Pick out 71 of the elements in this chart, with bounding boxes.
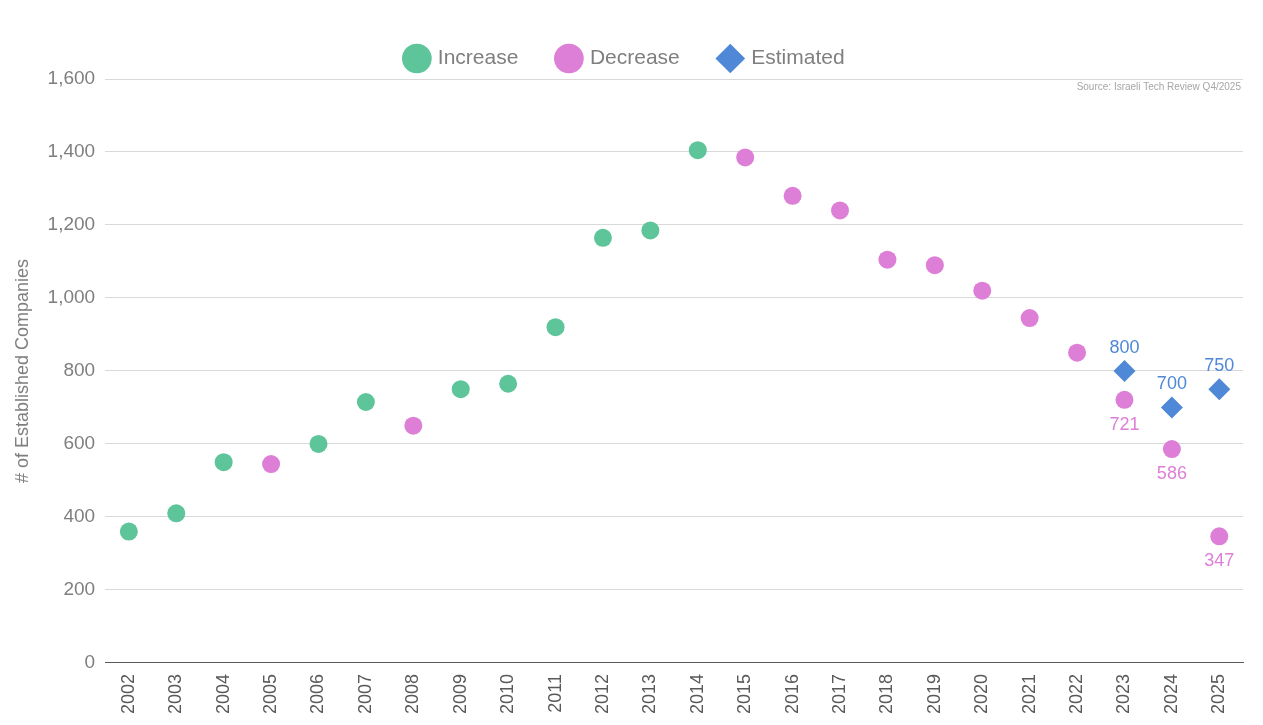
x-tick-label: 2020 (971, 673, 992, 714)
point (925, 256, 944, 275)
point (878, 250, 897, 269)
legend-label: Estimated (751, 45, 845, 69)
x-tick-label: 2013 (639, 673, 660, 714)
x-tick-label: 2010 (497, 673, 518, 714)
x-tick-label: 2021 (1018, 673, 1039, 714)
point (1160, 396, 1183, 419)
point (1113, 359, 1136, 382)
x-tick-label: 2004 (212, 673, 233, 714)
x-tick-label: 2011 (544, 673, 565, 713)
data-label: 750 (1204, 355, 1235, 376)
point (1115, 390, 1134, 409)
legend-label: Increase (437, 45, 519, 69)
point (1068, 343, 1087, 362)
y-axis-title: # of Established Companies (11, 258, 32, 484)
point (499, 374, 518, 393)
y-tick-label: 1,400 (47, 140, 96, 162)
point (356, 393, 375, 411)
x-tick-label: 2015 (734, 673, 755, 714)
x-tick-label: 2023 (1113, 673, 1134, 714)
data-label: 800 (1109, 336, 1140, 357)
y-tick-label: 400 (63, 505, 96, 527)
point (404, 416, 423, 435)
point (167, 504, 186, 523)
point (214, 453, 233, 472)
point (1210, 527, 1229, 546)
y-tick-label: 0 (84, 651, 96, 673)
x-tick-label: 2025 (1208, 673, 1229, 714)
point (1208, 378, 1231, 401)
data-label: 721 (1109, 413, 1140, 434)
x-tick-label: 2003 (165, 673, 186, 714)
y-tick-label: 1,200 (47, 213, 96, 235)
point (736, 148, 755, 167)
point (831, 201, 850, 220)
x-tick-label: 2017 (828, 673, 849, 714)
data-label: 586 (1156, 463, 1187, 484)
point (309, 434, 328, 453)
point (546, 318, 565, 337)
x-tick-label: 2009 (449, 673, 470, 714)
x-tick-label: 2022 (1066, 673, 1087, 714)
x-tick-label: 2019 (923, 673, 944, 714)
point (1162, 440, 1181, 459)
point (783, 186, 802, 205)
x-tick-label: 2024 (1160, 673, 1181, 714)
x-tick-label: 2002 (117, 673, 138, 714)
x-tick-label: 2007 (354, 673, 375, 714)
x-tick-label: 2005 (260, 673, 281, 714)
y-tick-label: 1,600 (47, 67, 96, 89)
y-tick-label: 600 (63, 432, 96, 454)
legend-label: Decrease (589, 45, 680, 69)
x-tick-label: 2012 (591, 673, 612, 714)
x-tick-label: 2006 (307, 673, 328, 714)
point (119, 522, 138, 541)
y-tick-label: 800 (63, 359, 96, 381)
x-tick-label: 2018 (876, 673, 897, 714)
y-tick-label: 200 (63, 578, 96, 600)
point (593, 228, 612, 247)
x-tick-label: 2008 (402, 673, 423, 714)
y-tick-label: 1,000 (47, 286, 96, 308)
data-label: 700 (1156, 373, 1187, 394)
annotation: Source: Israeli Tech Review Q4/2025 (1076, 80, 1242, 92)
point (688, 141, 707, 160)
x-tick-label: 2014 (686, 673, 707, 714)
point (641, 221, 660, 240)
data-label: 347 (1204, 550, 1235, 571)
x-tick-label: 2016 (781, 673, 802, 714)
point (262, 455, 281, 474)
point (973, 281, 992, 300)
point (451, 380, 470, 399)
point (1020, 309, 1039, 328)
